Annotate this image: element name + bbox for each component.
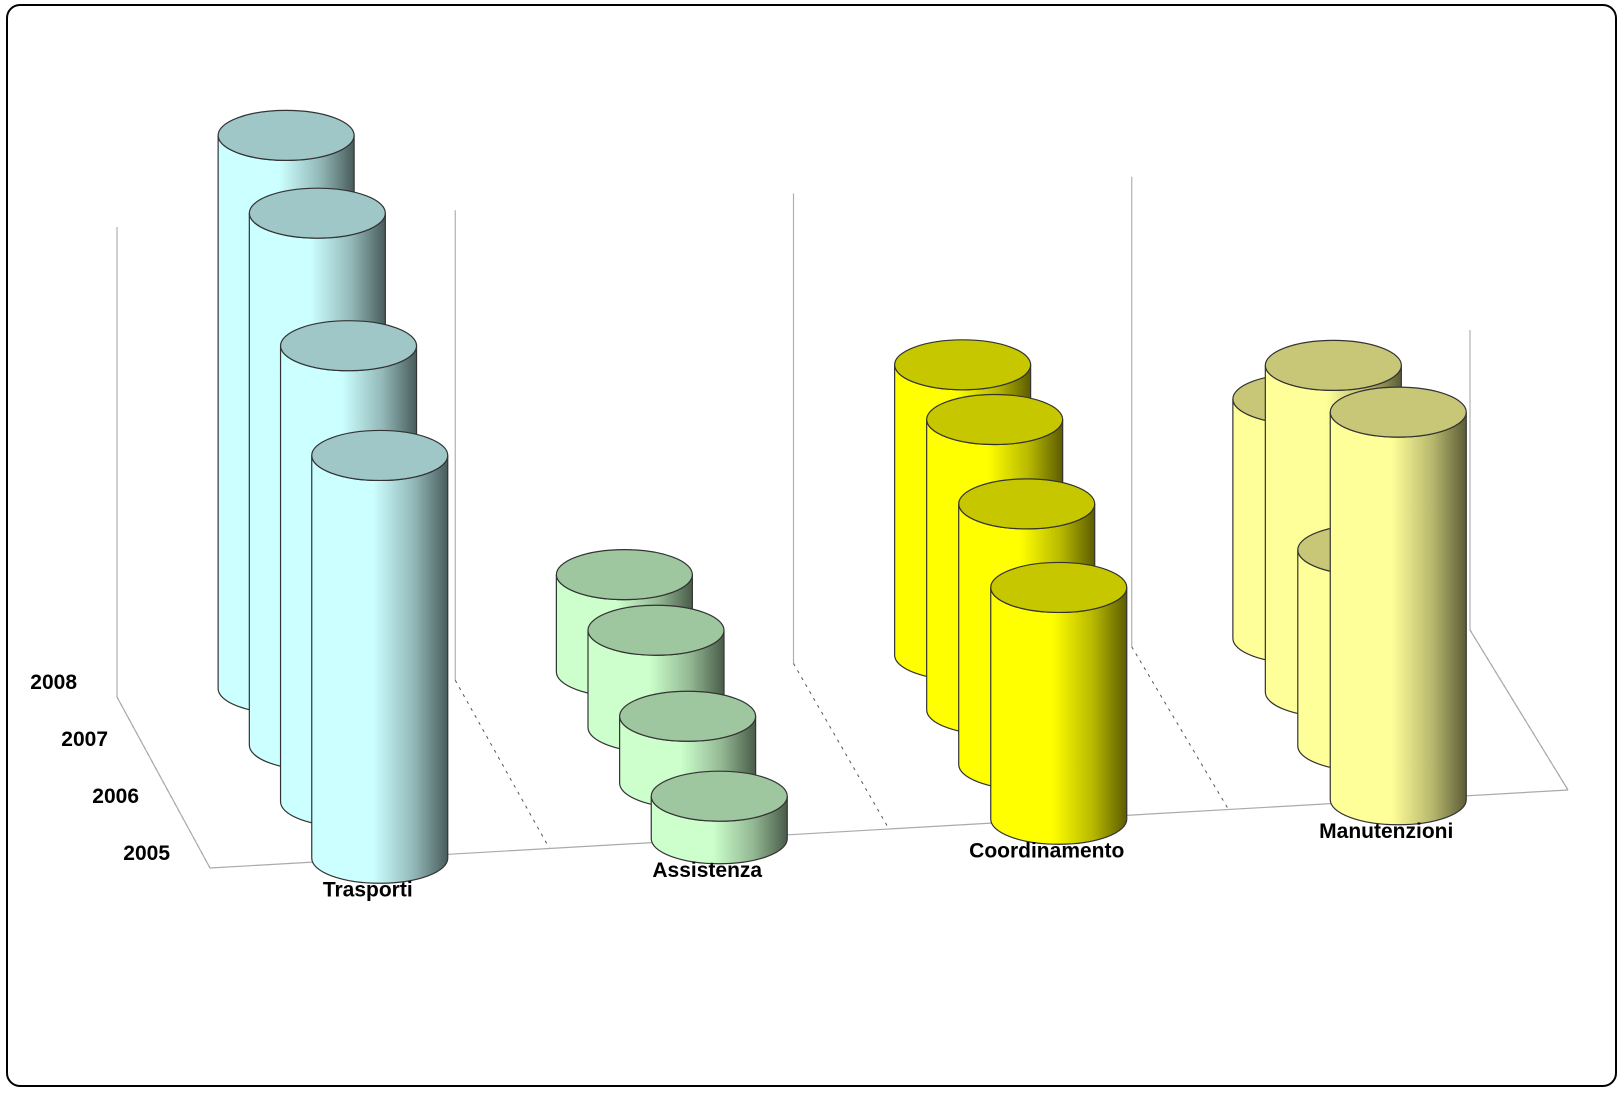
- gridline-walls: [116, 176, 1569, 869]
- cylinder-top: [926, 393, 1064, 446]
- cylinder-top: [1329, 386, 1467, 438]
- category-label: Assistenza: [652, 859, 762, 882]
- floor-divider: [793, 663, 890, 830]
- cylinder-coordinamento-2005: [990, 561, 1128, 845]
- cylinder-top: [990, 561, 1128, 614]
- category-label: Coordinamento: [969, 839, 1124, 862]
- cylinder-trasporti-2005: [311, 429, 449, 884]
- cylinder-top: [650, 770, 788, 822]
- cylinder-manutenzioni-2005: [1329, 386, 1467, 826]
- floor-left-edge: [116, 696, 211, 869]
- category-label: Trasporti: [323, 878, 413, 901]
- depth-tick-label: 2008: [30, 671, 77, 694]
- floor-divider: [454, 680, 550, 849]
- depth-tick-label: 2005: [123, 842, 170, 865]
- cylinder-top: [958, 478, 1096, 530]
- cylinder-top: [217, 109, 355, 161]
- depth-tick-label: 2006: [92, 785, 139, 808]
- axis-labels: 2005 2006 2007 2008 Trasporti Assistenza Coord…: [30, 671, 1453, 901]
- cylinder-assistenza-2005: [650, 770, 788, 865]
- cylinder-body: [1329, 412, 1467, 826]
- category-label: Manutenzioni: [1319, 820, 1453, 843]
- cylinder-body: [311, 455, 449, 884]
- floor-right-edge: [1469, 629, 1569, 791]
- cylinder-body: [990, 587, 1128, 845]
- cylinder-top: [894, 339, 1032, 391]
- depth-tick-label: 2007: [61, 728, 108, 751]
- cylinder-top: [279, 320, 418, 372]
- floor-divider: [1131, 646, 1229, 810]
- cylinder-top: [555, 548, 693, 601]
- cylinder-top: [587, 604, 725, 656]
- cylinder-top: [248, 187, 386, 239]
- cylinder-bars: [217, 109, 1467, 884]
- cylinder-top: [311, 429, 449, 482]
- cylinder-top: [619, 690, 757, 742]
- cylinder-top: [1264, 339, 1402, 391]
